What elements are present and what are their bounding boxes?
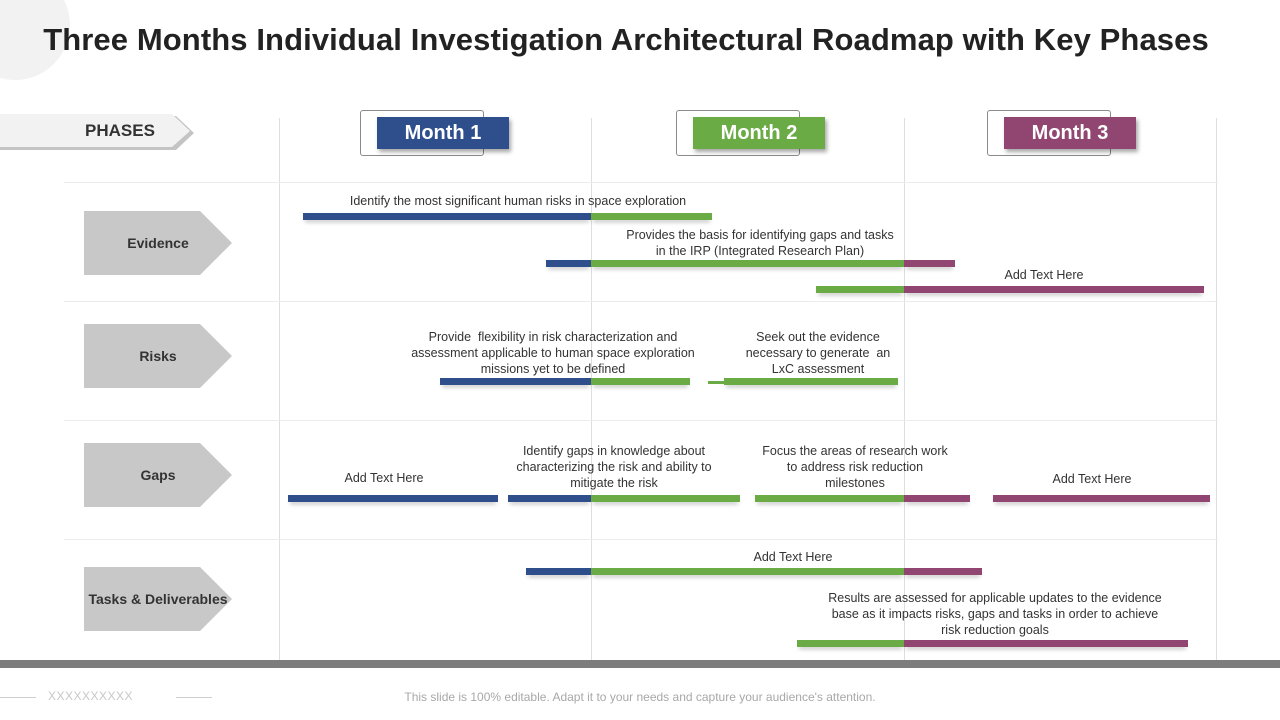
row-gaps-arrow: Gaps (84, 443, 232, 507)
risks-bar-2-month2 (724, 378, 898, 385)
footer-placeholder: XXXXXXXXXX (48, 689, 134, 703)
evidence-bar-1-month2 (591, 213, 712, 220)
evidence-bar-1-month1 (303, 213, 591, 220)
grid-line (904, 118, 905, 660)
evidence-caption-2: Provides the basis for identifying gaps … (626, 228, 894, 258)
risks-bar-1-month2 (591, 378, 690, 385)
gaps-caption-3: Focus the areas of research work to addr… (762, 444, 948, 490)
gaps-bar-2-month2 (591, 495, 740, 502)
row-evidence-arrow: Evidence (84, 211, 232, 275)
tasks-caption-2: Results are assessed for applicable upda… (828, 591, 1162, 637)
grid-line (279, 118, 280, 660)
row-divider (64, 182, 1218, 183)
tasks-bar-1-month1 (526, 568, 591, 575)
risks-caption-1: Provide flexibility in risk characteriza… (411, 330, 695, 376)
risks-bar-2-tick (708, 381, 724, 384)
footer-divider (176, 697, 212, 698)
phases-header: PHASES (0, 114, 196, 152)
month-2-header: Month 2 (676, 110, 826, 158)
risks-caption-2: Seek out the evidence necessary to gener… (745, 330, 891, 376)
evidence-caption-3: Add Text Here (1004, 268, 1084, 282)
risks-bar-1-month1 (440, 378, 591, 385)
bottom-band (0, 660, 1280, 668)
evidence-bar-2-month2 (591, 260, 904, 267)
month-2-label: Month 2 (693, 117, 825, 149)
gaps-caption-1: Add Text Here (344, 471, 424, 485)
gaps-caption-4: Add Text Here (1052, 472, 1132, 486)
gaps-bar-3-month3 (904, 495, 970, 502)
month-1-header: Month 1 (360, 110, 510, 158)
footer-note: This slide is 100% editable. Adapt it to… (404, 690, 876, 704)
tasks-bar-1-month3 (904, 568, 982, 575)
tasks-caption-1: Add Text Here (753, 550, 833, 564)
gaps-caption-2: Identify gaps in knowledge about charact… (516, 444, 712, 490)
evidence-bar-2-month1 (546, 260, 591, 267)
gaps-bar-1-month1 (288, 495, 498, 502)
row-divider (64, 420, 1218, 421)
month-3-label: Month 3 (1004, 117, 1136, 149)
grid-line (591, 118, 592, 660)
gaps-bar-3-month2 (755, 495, 904, 502)
row-evidence-label: Evidence (127, 234, 189, 251)
row-tasks-arrow: Tasks & Deliverables (84, 567, 232, 631)
row-tasks-label: Tasks & Deliverables (88, 590, 228, 607)
evidence-bar-3-month2 (816, 286, 904, 293)
row-divider (64, 301, 1218, 302)
row-divider (64, 539, 1218, 540)
tasks-bar-1-month2 (591, 568, 904, 575)
month-1-label: Month 1 (377, 117, 509, 149)
tasks-bar-2-month2 (797, 640, 904, 647)
tasks-bar-2-month3 (904, 640, 1188, 647)
row-risks-label: Risks (139, 347, 177, 364)
month-3-header: Month 3 (987, 110, 1137, 158)
evidence-bar-3-month3 (904, 286, 1204, 293)
grid-line (1216, 118, 1217, 660)
gaps-bar-2-month1 (508, 495, 591, 502)
row-gaps-label: Gaps (140, 466, 176, 483)
gaps-bar-4-month3 (993, 495, 1210, 502)
phases-tab-shape (0, 114, 194, 150)
evidence-bar-2-month3 (904, 260, 955, 267)
row-risks-arrow: Risks (84, 324, 232, 388)
footer-divider (0, 697, 36, 698)
evidence-caption-1: Identify the most significant human risk… (349, 194, 687, 208)
phases-label: PHASES (85, 121, 155, 140)
page-title: Three Months Individual Investigation Ar… (43, 22, 1209, 57)
